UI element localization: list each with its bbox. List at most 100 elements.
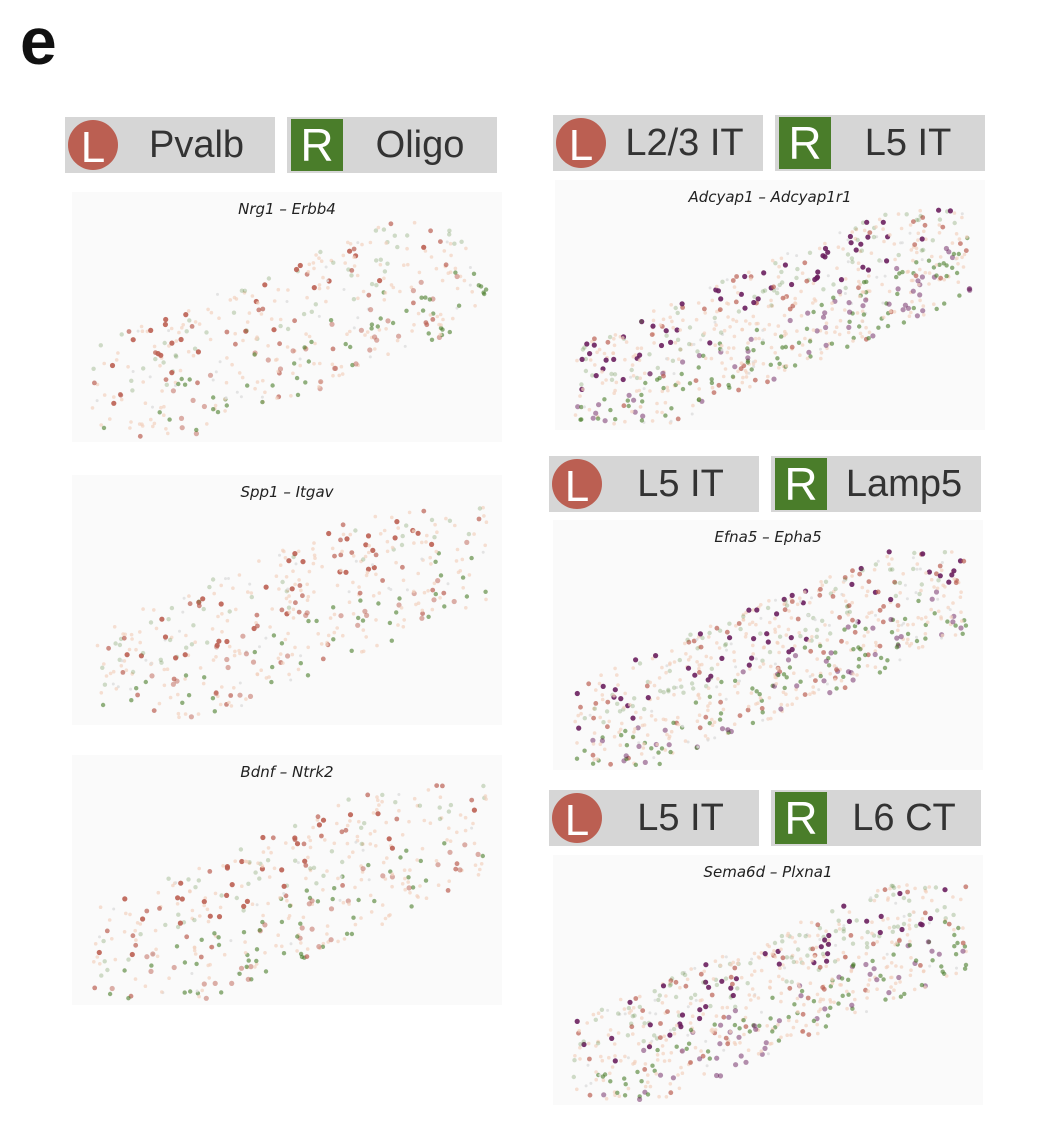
- cell-point: [770, 995, 775, 1000]
- cell-point: [187, 601, 193, 607]
- cell-point: [663, 718, 668, 722]
- cell-point: [822, 1006, 828, 1012]
- cell-point: [296, 861, 300, 865]
- cell-point: [922, 885, 928, 891]
- cell-point: [289, 394, 293, 398]
- cell-point: [769, 345, 774, 350]
- cell-point: [326, 530, 332, 537]
- cell-point: [281, 661, 285, 665]
- cell-point: [378, 532, 383, 536]
- cell-point: [376, 225, 381, 230]
- cell-point: [777, 366, 781, 370]
- cell-point: [214, 642, 220, 648]
- cell-point: [622, 1093, 628, 1098]
- cell-point: [793, 940, 797, 944]
- cell-point: [665, 732, 669, 737]
- cell-point: [710, 385, 715, 390]
- cell-point: [907, 923, 911, 928]
- cell-point: [207, 976, 211, 980]
- cell-point: [126, 329, 132, 334]
- cell-point: [607, 1055, 611, 1060]
- cell-point: [744, 375, 749, 379]
- cell-point: [612, 1058, 618, 1064]
- cell-point: [824, 964, 828, 969]
- cell-point: [746, 662, 752, 668]
- cell-point: [397, 808, 401, 813]
- cell-point: [677, 357, 681, 361]
- cell-point: [257, 928, 262, 933]
- cell-point: [714, 1014, 719, 1018]
- cell-point: [924, 237, 928, 241]
- cell-point: [609, 371, 614, 377]
- cell-point: [907, 644, 912, 648]
- cell-point: [237, 971, 242, 976]
- cell-point: [914, 591, 918, 595]
- cell-point: [110, 937, 114, 941]
- cell-point: [166, 617, 171, 622]
- cell-point: [267, 875, 272, 879]
- cell-point: [395, 244, 400, 250]
- cell-point: [216, 614, 220, 619]
- cell-point: [857, 279, 861, 284]
- cell-point: [384, 820, 389, 825]
- cell-point: [942, 887, 948, 893]
- cell-point: [337, 373, 342, 378]
- cell-point: [476, 873, 481, 877]
- cell-point: [436, 883, 441, 887]
- cell-point: [93, 942, 98, 946]
- cell-point: [661, 317, 666, 322]
- cell-point: [808, 648, 814, 654]
- cell-point: [700, 1053, 706, 1059]
- cell-point: [729, 642, 733, 646]
- cell-point: [210, 577, 216, 582]
- cell-point: [243, 651, 249, 657]
- cell-point: [342, 937, 347, 941]
- cell-point: [914, 638, 920, 644]
- cell-point: [292, 835, 298, 841]
- cell-point: [623, 728, 628, 734]
- cell-point: [918, 921, 924, 927]
- cell-point: [445, 240, 449, 244]
- cell-point: [953, 633, 958, 637]
- cell-point: [891, 892, 896, 897]
- cell-point: [349, 273, 354, 278]
- cell-point: [814, 627, 820, 633]
- cell-point: [246, 958, 251, 963]
- cell-point: [259, 312, 264, 316]
- cell-point: [758, 665, 762, 669]
- cell-point: [637, 1096, 643, 1102]
- cell-point: [243, 859, 248, 864]
- cell-point: [359, 916, 363, 920]
- cell-point: [867, 274, 871, 278]
- cell-point: [255, 903, 259, 907]
- cell-point: [874, 643, 879, 648]
- ligand-cell-type: L5 IT: [637, 462, 724, 505]
- cell-point: [420, 608, 425, 613]
- cell-point: [748, 961, 753, 966]
- cell-point: [708, 624, 713, 629]
- cell-point: [258, 645, 261, 649]
- cell-point: [339, 568, 343, 573]
- cell-point: [690, 1014, 695, 1018]
- plot-title: Spp1 – Itgav: [240, 483, 334, 501]
- cell-point: [330, 546, 335, 551]
- receptor-badge: R: [775, 458, 827, 510]
- cell-point: [673, 340, 678, 345]
- cell-point: [218, 360, 222, 364]
- cell-point: [338, 613, 344, 619]
- cell-point: [366, 292, 372, 298]
- cell-point: [909, 310, 913, 315]
- cell-point: [600, 1074, 606, 1079]
- cell-point: [348, 819, 352, 823]
- cell-point: [707, 635, 711, 639]
- cell-point: [453, 866, 459, 872]
- cell-point: [317, 283, 322, 287]
- cell-point: [637, 661, 643, 666]
- cell-point: [346, 797, 351, 802]
- cell-point: [608, 407, 613, 413]
- cell-point: [295, 934, 300, 939]
- cell-point: [737, 1026, 742, 1031]
- cell-point: [637, 1004, 642, 1010]
- cell-point: [794, 1019, 799, 1023]
- cell-point: [743, 635, 748, 639]
